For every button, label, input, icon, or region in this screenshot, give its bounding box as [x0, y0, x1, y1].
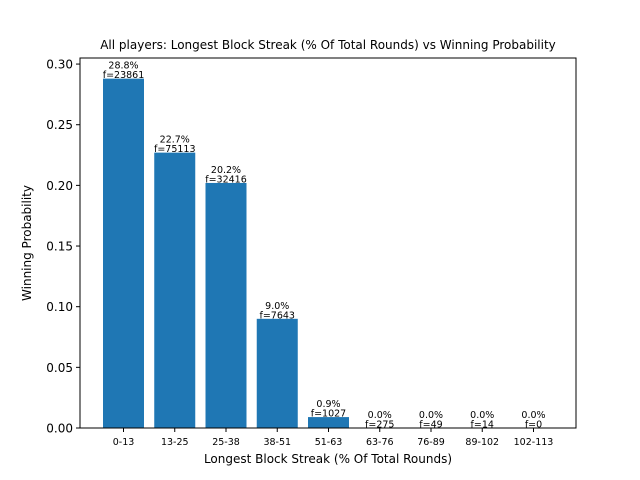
x-tick-label: 0-13 — [113, 437, 135, 448]
x-tick-label: 38-51 — [263, 437, 291, 448]
x-tick-label: 89-102 — [465, 437, 499, 448]
bar-frequency-label: f=275 — [365, 420, 394, 431]
y-tick-label: 0.15 — [46, 240, 73, 254]
bar-percent-label: 0.0% — [368, 410, 392, 421]
y-tick-label: 0.00 — [46, 422, 73, 436]
bar-38-51 — [256, 318, 298, 428]
bar-51-63 — [308, 417, 349, 428]
y-tick-label: 0.10 — [46, 300, 73, 314]
bar-percent-label: 0.0% — [419, 410, 443, 421]
bar-frequency-label: f=49 — [419, 420, 442, 431]
bar-percent-label: 20.2% — [211, 165, 241, 176]
bars-group — [103, 78, 349, 428]
bar-frequency-label: f=23861 — [103, 70, 145, 81]
bar-percent-label: 0.9% — [316, 399, 340, 410]
x-tick-label: 76-89 — [417, 437, 445, 448]
x-axis: 0-13 13-25 25-38 38-51 51-63 63-76 76-89 89-102… — [113, 428, 554, 448]
bar-percent-label: 28.8% — [108, 61, 138, 72]
bar-frequency-label: f=0 — [525, 420, 542, 431]
x-tick-label: 13-25 — [161, 437, 189, 448]
bar-frequency-label: f=14 — [471, 420, 494, 431]
x-tick-label: 63-76 — [366, 437, 394, 448]
bar-frequency-label: f=1027 — [311, 409, 346, 420]
y-tick-label: 0.25 — [46, 118, 73, 132]
bar-25-38 — [205, 182, 247, 428]
x-tick-label: 102-113 — [514, 437, 554, 448]
bar-frequency-label: f=75113 — [154, 144, 196, 155]
bar-percent-label: 22.7% — [160, 135, 190, 146]
bar-frequency-label: f=32416 — [205, 174, 247, 185]
bar-frequency-label: f=7643 — [260, 310, 295, 321]
y-axis-label: Winning Probability — [20, 185, 34, 301]
y-tick-label: 0.30 — [46, 58, 73, 72]
bar-percent-label: 0.0% — [521, 410, 545, 421]
y-axis: 0.00 0.05 0.10 0.15 0.20 0.25 0.30 — [46, 58, 80, 436]
x-axis-label: Longest Block Streak (% Of Total Rounds) — [204, 452, 452, 466]
plot-frame — [79, 57, 577, 429]
bar-percent-label: 0.0% — [470, 410, 494, 421]
y-tick-label: 0.05 — [46, 361, 73, 375]
bar-percent-label: 9.0% — [265, 301, 289, 312]
chart-title: All players: Longest Block Streak (% Of … — [100, 38, 556, 52]
y-tick-label: 0.20 — [46, 179, 73, 193]
data-labels-group: 28.8%f=23861 22.7%f=75113 20.2%f=32416 9.0%… — [103, 61, 546, 431]
bar-13-25 — [154, 152, 196, 428]
x-tick-label: 51-63 — [315, 437, 343, 448]
x-tick-label: 25-38 — [212, 437, 240, 448]
bar-0-13 — [103, 78, 144, 428]
